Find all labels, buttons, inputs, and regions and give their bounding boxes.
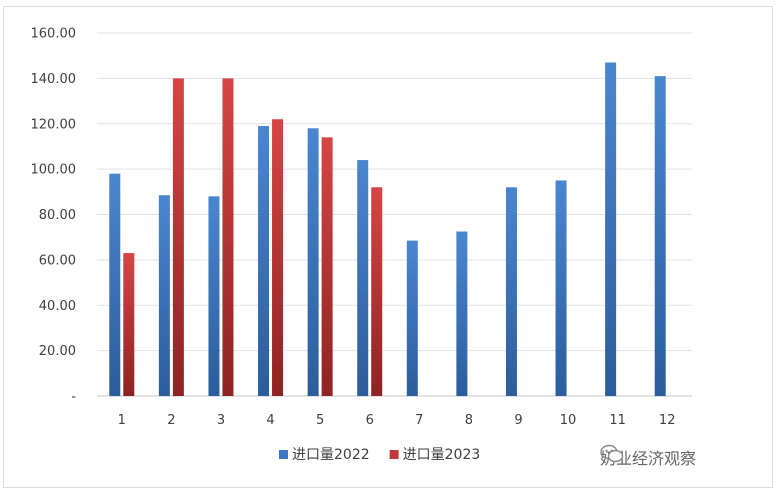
watermark: 奶业经济观察 [600, 444, 696, 470]
bar-series-1 [456, 231, 468, 396]
bar-series-2 [371, 187, 383, 396]
bar-series-1 [406, 240, 418, 396]
legend-label: 进口量2022 [292, 447, 370, 463]
x-tick-label: 3 [217, 413, 225, 428]
bar-series-2 [222, 78, 234, 396]
x-tick-label: 12 [659, 413, 676, 428]
x-tick-label: 2 [167, 413, 175, 428]
bar-series-1 [158, 195, 170, 396]
x-tick-label: 6 [366, 413, 374, 428]
wechat-icon [600, 444, 624, 463]
x-tick-label: 1 [118, 413, 126, 428]
x-tick-label: 4 [266, 413, 274, 428]
y-tick-label: 40.00 [39, 299, 76, 314]
legend-swatch [389, 450, 399, 459]
legend-swatch [279, 450, 288, 459]
bars [109, 62, 666, 397]
y-axis: - 20.00 40.00 60.00 80.00 100.00 120.00 140.00 1… [31, 27, 77, 405]
bar-series-1 [258, 126, 270, 397]
y-tick-label: 80.00 [39, 208, 76, 223]
y-tick-label: 140.00 [31, 72, 77, 87]
bar-series-2 [321, 137, 333, 397]
legend: 进口量2022 进口量2023 [279, 447, 480, 463]
bar-series-1 [505, 187, 517, 396]
gridlines [97, 32, 692, 397]
watermark-text: 奶业经济观察 [600, 449, 697, 468]
y-tick-label: 160.00 [31, 27, 77, 42]
x-tick-label: 8 [465, 413, 473, 428]
x-tick-label: 5 [316, 413, 324, 428]
x-tick-label: 9 [514, 413, 522, 428]
chart-frame [3, 6, 773, 488]
bar-series-1 [654, 76, 666, 396]
bar-series-1 [109, 173, 121, 396]
bar-series-2 [123, 253, 135, 396]
x-tick-label: 7 [415, 413, 423, 428]
x-tick-label: 10 [560, 413, 577, 428]
bar-series-1 [555, 180, 567, 396]
y-tick-label: 20.00 [39, 344, 76, 359]
legend-label: 进口量2023 [403, 447, 481, 463]
bar-series-1 [605, 62, 617, 397]
bar-series-1 [357, 160, 369, 396]
x-axis: 1 2 3 4 5 6 7 8 9 10 11 12 [118, 413, 676, 428]
y-tick-label: 120.00 [31, 117, 77, 132]
y-tick-label: 100.00 [31, 163, 77, 178]
bar-series-2 [172, 78, 184, 396]
x-tick-label: 11 [609, 413, 626, 428]
bar-series-1 [208, 196, 220, 396]
y-tick-label: 60.00 [39, 253, 76, 268]
bar-series-2 [272, 119, 284, 397]
bar-series-1 [307, 128, 319, 396]
y-tick-label: - [71, 390, 76, 405]
